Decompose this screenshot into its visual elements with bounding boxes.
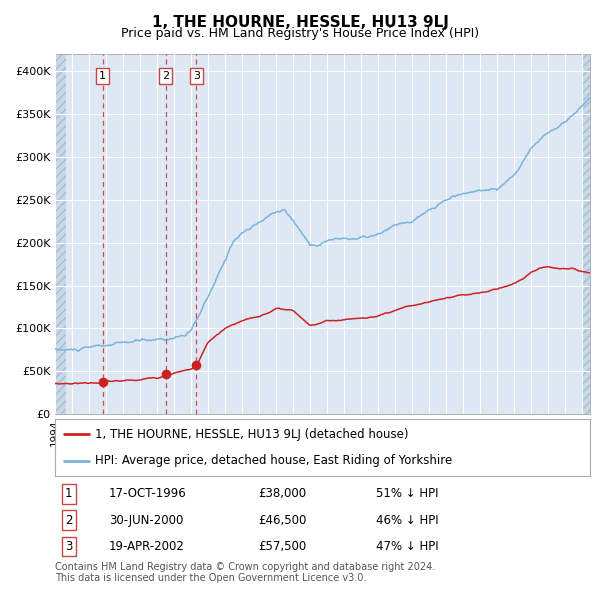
Text: £38,000: £38,000	[259, 487, 307, 500]
Text: 19-APR-2002: 19-APR-2002	[109, 540, 185, 553]
Text: 3: 3	[65, 540, 72, 553]
Text: 47% ↓ HPI: 47% ↓ HPI	[376, 540, 439, 553]
Text: 17-OCT-1996: 17-OCT-1996	[109, 487, 187, 500]
Text: 1, THE HOURNE, HESSLE, HU13 9LJ (detached house): 1, THE HOURNE, HESSLE, HU13 9LJ (detache…	[95, 428, 409, 441]
Text: 1: 1	[65, 487, 73, 500]
Text: 30-JUN-2000: 30-JUN-2000	[109, 513, 183, 527]
Text: £57,500: £57,500	[259, 540, 307, 553]
Text: 46% ↓ HPI: 46% ↓ HPI	[376, 513, 439, 527]
Text: 1: 1	[99, 71, 106, 81]
Text: Contains HM Land Registry data © Crown copyright and database right 2024.
This d: Contains HM Land Registry data © Crown c…	[55, 562, 436, 584]
Text: 2: 2	[65, 513, 73, 527]
Bar	[582, 54, 590, 414]
Text: £46,500: £46,500	[259, 513, 307, 527]
Text: 3: 3	[193, 71, 200, 81]
Bar	[55, 54, 66, 414]
Text: HPI: Average price, detached house, East Riding of Yorkshire: HPI: Average price, detached house, East…	[95, 454, 452, 467]
Text: Price paid vs. HM Land Registry's House Price Index (HPI): Price paid vs. HM Land Registry's House …	[121, 27, 479, 40]
Text: 51% ↓ HPI: 51% ↓ HPI	[376, 487, 439, 500]
Text: 1, THE HOURNE, HESSLE, HU13 9LJ: 1, THE HOURNE, HESSLE, HU13 9LJ	[152, 15, 448, 30]
Text: 2: 2	[162, 71, 169, 81]
